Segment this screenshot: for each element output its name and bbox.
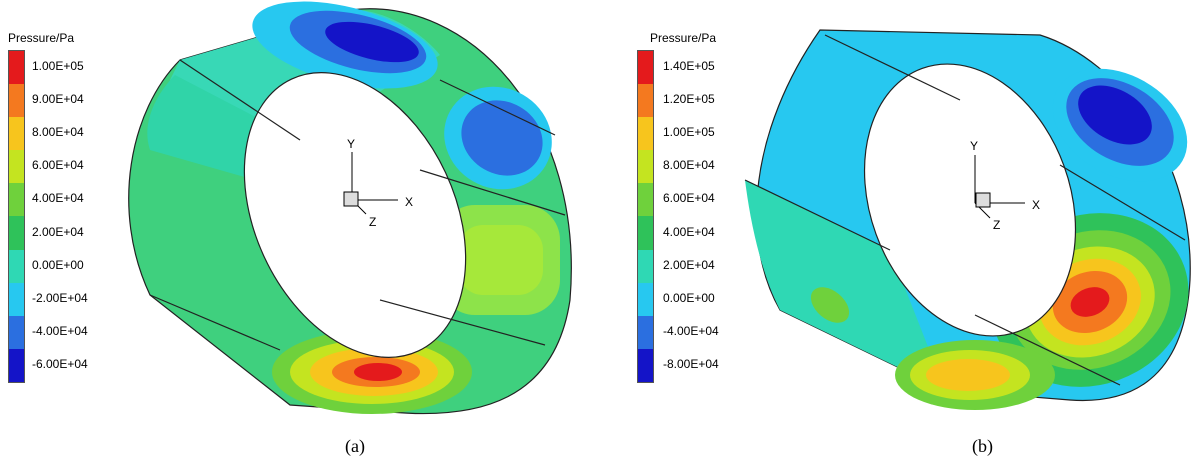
legend-swatch — [638, 150, 653, 184]
legend-swatch — [638, 315, 653, 349]
axis-z-label: Z — [993, 218, 1000, 232]
axis-y-label: Y — [347, 137, 355, 151]
caption-b: (b) — [972, 436, 993, 456]
legend-level-label: 1.00E+05 — [32, 59, 84, 73]
legend-swatch — [638, 348, 653, 382]
legend-swatch — [9, 51, 24, 85]
legend-swatch — [9, 282, 24, 316]
legend-level-label: 6.00E+04 — [663, 191, 715, 206]
axis-triad-a: Y X Z — [343, 137, 413, 229]
legend-level-label: 1.00E+05 — [663, 125, 715, 140]
legend-swatch — [9, 348, 24, 382]
legend-swatch — [638, 216, 653, 250]
legend-swatch — [638, 282, 653, 316]
legend-level-label: 0.00E+00 — [663, 290, 715, 305]
legend-level-label: -6.00E+04 — [32, 356, 88, 371]
legend-swatch — [9, 150, 24, 184]
legend-level-label: -4.00E+04 — [32, 323, 88, 338]
legend-level-label: 8.00E+04 — [663, 158, 715, 173]
legend-level-label: 0.00E+00 — [32, 257, 84, 272]
legend-swatch — [9, 249, 24, 283]
legend-level-label: 2.00E+04 — [663, 257, 715, 272]
legend-swatch — [638, 117, 653, 151]
legend-level-label: 8.00E+04 — [32, 125, 84, 140]
caption-a: (a) — [345, 436, 365, 456]
color-legend — [8, 50, 25, 383]
legend-level-label: 9.00E+04 — [32, 92, 84, 107]
legend-swatch — [638, 51, 653, 85]
legend-swatch — [9, 84, 24, 118]
cylinder-a-render: Y X Z — [128, 1, 572, 415]
legend-level-label: 2.00E+04 — [32, 224, 84, 239]
cylinder-b-render: Y X Z — [744, 29, 1191, 410]
legend-title: Pressure/Pa — [650, 31, 717, 45]
legend-level-label: -2.00E+04 — [32, 290, 88, 305]
legend-title: Pressure/Pa — [8, 31, 75, 45]
axis-z-label: Z — [369, 215, 376, 229]
legend-swatch — [638, 183, 653, 217]
panel-a: Y X Z Pressure/Pa 1.00E+05 9.00E+04 8.00E+… — [8, 1, 572, 456]
legend-level-label: -4.00E+04 — [663, 323, 719, 338]
legend-swatch — [9, 216, 24, 250]
legend-level-label: 6.00E+04 — [32, 158, 84, 173]
color-legend — [637, 50, 654, 383]
legend-swatch — [638, 249, 653, 283]
panel-b: Y X Z Pressure/Pa 1.40E+05 1.20E+05 1.00E+… — [600, 0, 1200, 467]
legend-level-label: -8.00E+04 — [663, 356, 719, 371]
legend-swatch — [9, 117, 24, 151]
legend-level-label: 1.40E+05 — [663, 59, 715, 73]
axis-x-label: X — [1032, 198, 1040, 212]
axis-triad-b: Y X Z — [970, 139, 1040, 232]
axis-y-label: Y — [970, 139, 978, 153]
legend-level-label: 1.20E+05 — [663, 92, 715, 107]
legend-swatch — [638, 84, 653, 118]
legend-swatch — [9, 183, 24, 217]
legend-level-label: 4.00E+04 — [663, 224, 715, 239]
axis-x-label: X — [405, 195, 413, 209]
legend-level-label: 4.00E+04 — [32, 191, 84, 206]
legend-swatch — [9, 315, 24, 349]
